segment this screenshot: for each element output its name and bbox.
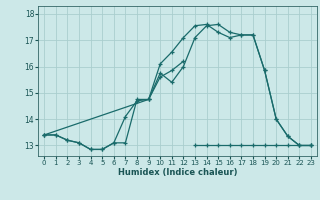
X-axis label: Humidex (Indice chaleur): Humidex (Indice chaleur) (118, 168, 237, 177)
